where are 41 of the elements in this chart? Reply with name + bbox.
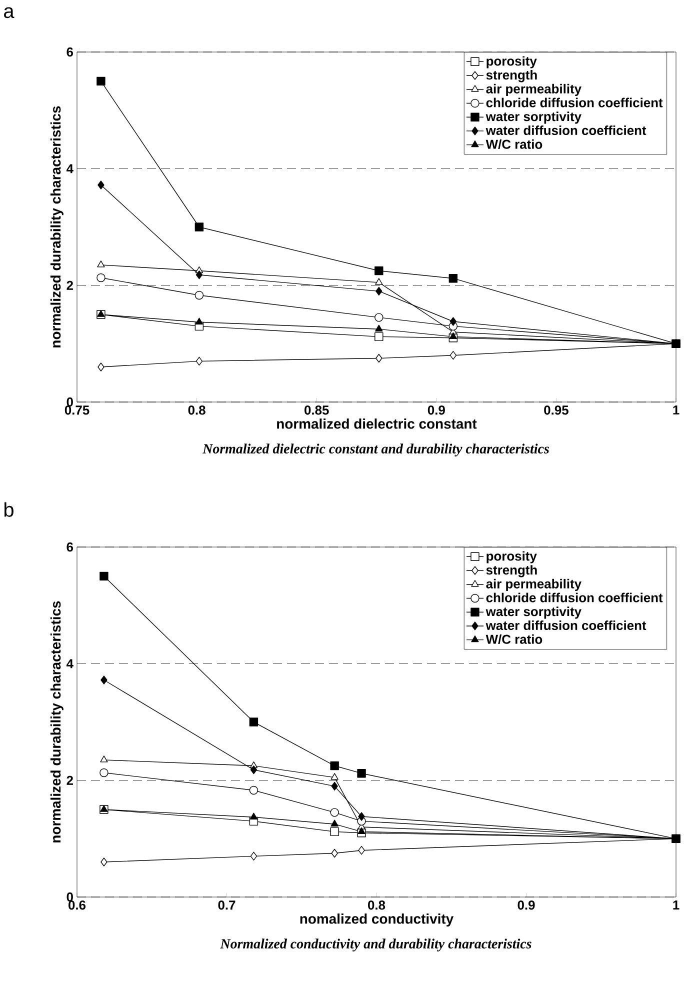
x-tick-label: 0.8	[188, 406, 206, 415]
y-axis-title: normalized durability characteristics	[50, 106, 64, 348]
x-tick-label: 0.8	[368, 900, 386, 910]
legend-label: water diffusion coefficient	[486, 620, 646, 630]
x-tick-label: 0.75	[64, 406, 90, 415]
x-tick-label: 1	[673, 900, 680, 910]
x-tick-label: 0.9	[518, 900, 535, 910]
legend-label: strength	[486, 565, 537, 578]
y-tick-label: 4	[66, 659, 74, 668]
x-tick-label: 0.9	[428, 406, 445, 415]
y-tick-label: 0	[66, 397, 73, 407]
text: Normalized conductivity and durability characteristics	[220, 938, 532, 952]
x-tick-label: 0.95	[544, 406, 568, 415]
x-tick-label: 0.7	[218, 900, 236, 910]
y-tick-label: 6	[66, 542, 74, 552]
legend-label: W/C ratio	[486, 634, 542, 644]
y-tick-label: 2	[66, 280, 73, 290]
legend-label: water diffusion coefficient	[486, 126, 646, 136]
x-tick-label: 1	[673, 406, 680, 414]
x-tick-label: 0.85	[304, 406, 329, 415]
legend-label: air permeability	[486, 578, 582, 592]
legend-label: chloride diffusion coefficient	[486, 98, 663, 108]
legend-label: water sorptivity	[486, 112, 582, 124]
legend-label: air permeability	[486, 84, 582, 96]
legend-label: W/C ratio	[486, 139, 542, 150]
legend-label: porosity	[486, 551, 537, 564]
legend-label: strength	[486, 70, 537, 82]
y-tick-label: 6	[66, 47, 74, 57]
chart-title: a	[4, 7, 14, 18]
x-axis-title: nomalized conductivity	[300, 914, 454, 927]
x-axis-title: normalized dielectric constant	[277, 418, 477, 429]
legend-label: water sorptivity	[486, 606, 582, 619]
text: Normalized dielectric constant and durability characteristics	[202, 444, 549, 456]
y-tick-label: 2	[66, 776, 73, 785]
y-axis-title: normalized durability characteristics	[50, 601, 64, 842]
chart-title: b	[4, 502, 14, 517]
y-tick-label: 4	[66, 164, 74, 174]
x-tick-label: 0.6	[68, 900, 86, 910]
legend-label: chloride diffusion coefficient	[486, 592, 663, 602]
legend-label: porosity	[486, 56, 537, 68]
y-tick-label: 0	[66, 892, 73, 902]
